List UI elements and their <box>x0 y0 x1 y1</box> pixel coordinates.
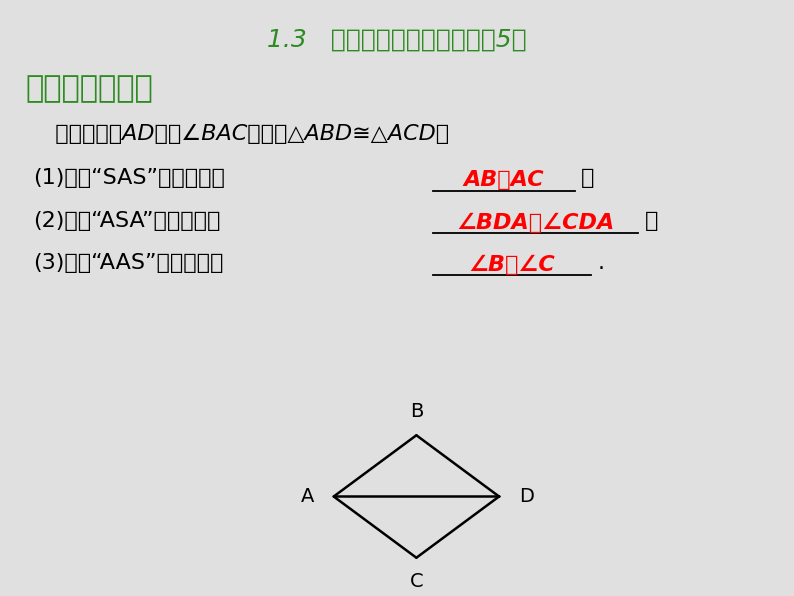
Text: 1.3   探索三角形全等的条件（5）: 1.3 探索三角形全等的条件（5） <box>268 28 526 52</box>
Text: C: C <box>410 572 423 591</box>
Text: B: B <box>410 402 423 421</box>
Text: ；: ； <box>645 210 658 231</box>
Text: D: D <box>518 487 534 506</box>
Text: A: A <box>301 487 314 506</box>
Text: (3)根据“AAS”需添加条件: (3)根据“AAS”需添加条件 <box>33 253 223 273</box>
Text: ；: ； <box>581 169 595 188</box>
Text: AB＝AC: AB＝AC <box>464 170 544 190</box>
Text: ∠BDA＝∠CDA: ∠BDA＝∠CDA <box>457 212 615 232</box>
Text: .: . <box>597 253 604 273</box>
Text: 一，回顾与思考: 一，回顾与思考 <box>25 74 153 104</box>
Text: (2)根据“ASA”需添加条件: (2)根据“ASA”需添加条件 <box>33 210 221 231</box>
Text: (1)根据“SAS”需添加条件: (1)根据“SAS”需添加条件 <box>33 169 225 188</box>
Text: ∠B＝∠C: ∠B＝∠C <box>468 254 555 275</box>
Text: 如图，已知AD平分∠BAC，要使△ABD≅△ACD，: 如图，已知AD平分∠BAC，要使△ABD≅△ACD， <box>41 125 449 144</box>
